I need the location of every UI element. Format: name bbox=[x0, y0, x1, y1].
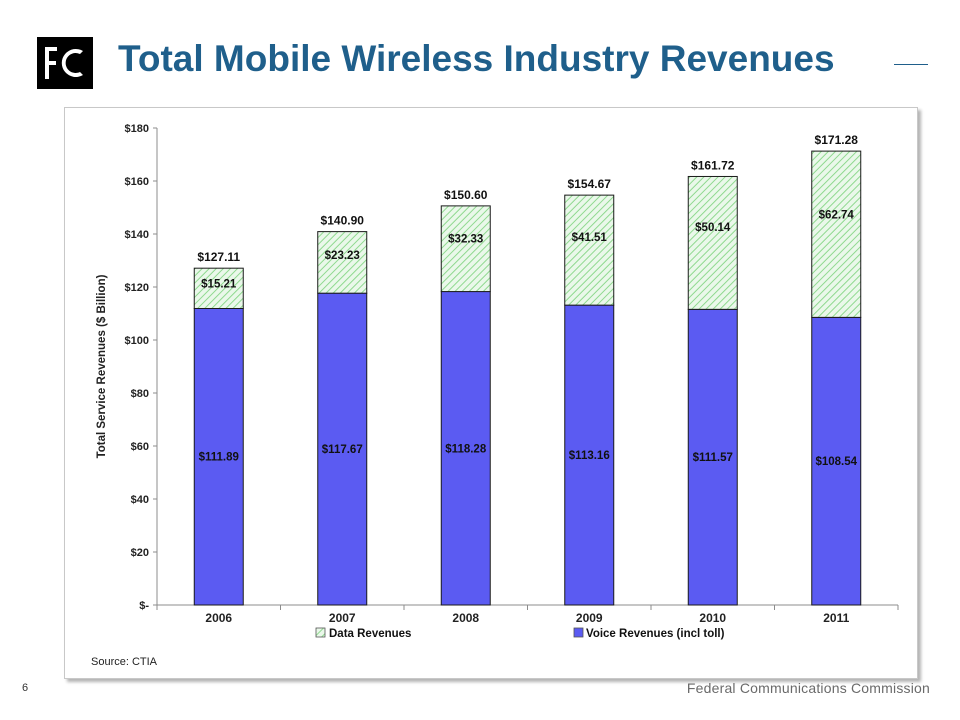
legend-label-data: Data Revenues bbox=[329, 628, 411, 640]
legend-swatch-voice bbox=[573, 627, 584, 638]
data-label-data: $62.74 bbox=[819, 209, 855, 221]
legend-label-voice: Voice Revenues (incl toll) bbox=[586, 628, 725, 640]
bar-voice bbox=[564, 304, 615, 606]
legend-swatch-data bbox=[315, 627, 326, 638]
bar-data bbox=[193, 267, 244, 309]
x-tick-label: 2008 bbox=[452, 611, 479, 625]
data-label-voice: $108.54 bbox=[815, 456, 857, 468]
data-label-voice: $118.28 bbox=[445, 443, 487, 455]
x-tick-label: 2010 bbox=[699, 611, 726, 625]
data-label-data: $50.14 bbox=[695, 222, 731, 234]
y-axis-title: Total Service Revenues ($ Billion) bbox=[96, 274, 108, 458]
title-rule bbox=[894, 64, 928, 65]
bar-voice bbox=[317, 292, 368, 606]
data-label-voice: $113.16 bbox=[569, 450, 610, 462]
bar-voice bbox=[440, 291, 491, 606]
data-label-total: $140.90 bbox=[321, 214, 365, 228]
x-tick-label: 2009 bbox=[576, 611, 603, 625]
chart-panel: $- $20 $40 $60 $80 $100 $120 $140 $160 $180 2006 20… bbox=[64, 107, 918, 679]
y-tick-label: $- bbox=[139, 600, 149, 612]
fcc-logo-mark bbox=[45, 47, 83, 79]
bar-data bbox=[317, 231, 368, 294]
slide-number: 6 bbox=[22, 682, 29, 694]
footer-organization: Federal Communications Commission bbox=[686, 680, 930, 696]
data-label-data: $23.23 bbox=[325, 250, 360, 262]
data-label-total: $154.67 bbox=[568, 177, 612, 191]
bar-voice bbox=[687, 308, 738, 606]
data-label-total: $150.60 bbox=[444, 188, 488, 202]
y-tick-label: $120 bbox=[125, 282, 149, 294]
y-tick-label: $60 bbox=[131, 441, 149, 453]
y-tick-label: $20 bbox=[131, 547, 149, 559]
bar-data bbox=[687, 175, 738, 310]
data-label-data: $15.21 bbox=[201, 279, 237, 291]
x-tick-label: 2006 bbox=[205, 611, 232, 625]
data-label-total: $161.72 bbox=[691, 158, 735, 172]
revenue-chart: $- $20 $40 $60 $80 $100 $120 $140 $160 $180 2006 20… bbox=[96, 123, 899, 640]
bar-data bbox=[440, 205, 491, 293]
data-label-total: $127.11 bbox=[197, 250, 240, 264]
data-label-voice: $111.89 bbox=[199, 452, 239, 464]
bar-data bbox=[811, 150, 862, 318]
bar-data bbox=[564, 194, 615, 306]
fcc-logo bbox=[37, 37, 93, 89]
y-tick-label: $40 bbox=[131, 494, 149, 506]
data-label-data: $32.33 bbox=[448, 233, 483, 245]
y-tick-label: $160 bbox=[125, 176, 149, 188]
data-label-total: $171.28 bbox=[815, 133, 859, 147]
y-tick-label: $180 bbox=[125, 123, 149, 135]
data-label-data: $41.51 bbox=[572, 232, 608, 244]
data-label-voice: $117.67 bbox=[322, 444, 363, 456]
y-tick-label: $140 bbox=[125, 229, 149, 241]
bar-voice bbox=[811, 316, 862, 606]
x-tick-label: 2011 bbox=[823, 611, 849, 625]
page-title: Total Mobile Wireless Industry Revenues bbox=[118, 38, 835, 79]
y-tick-label: $80 bbox=[131, 388, 149, 400]
y-tick-label: $100 bbox=[125, 335, 149, 347]
x-tick-label: 2007 bbox=[329, 611, 356, 625]
chart-source: Source: CTIA bbox=[91, 656, 158, 668]
data-label-voice: $111.57 bbox=[693, 452, 733, 464]
